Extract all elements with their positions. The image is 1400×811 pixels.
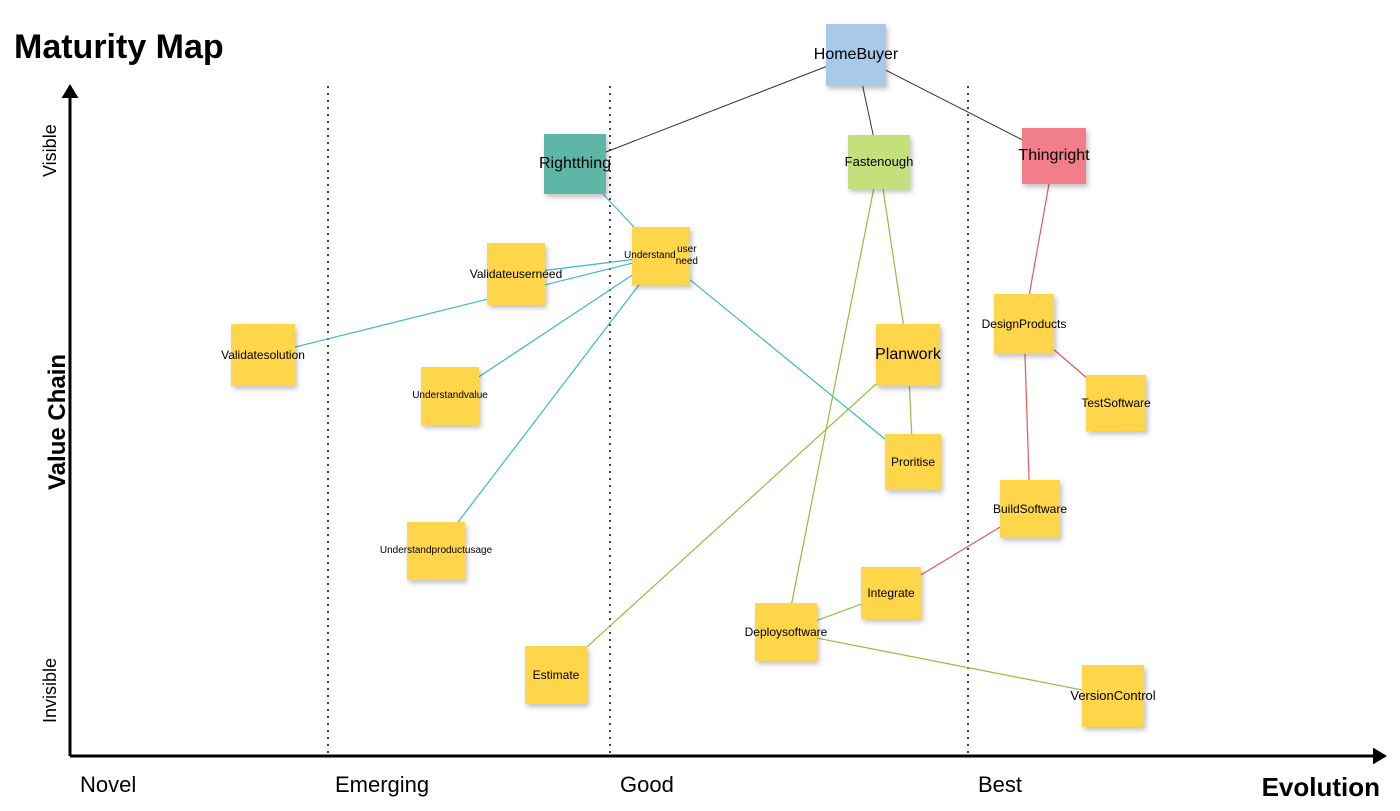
node-home-buyer: HomeBuyer	[826, 24, 886, 86]
node-build-software: BuildSoftware	[1000, 480, 1060, 538]
node-understand-usage: Understandproductusage	[407, 522, 465, 580]
node-validate-solution: Validatesolution	[231, 324, 295, 386]
node-test-software: TestSoftware	[1086, 375, 1146, 431]
diagram-lines	[0, 0, 1400, 811]
node-fast-enough: Fastenough	[848, 135, 910, 189]
node-integrate: Integrate	[861, 567, 921, 619]
node-understand-value: Understandvalue	[421, 367, 479, 425]
y-axis-tick: Invisible	[40, 657, 61, 722]
node-plan-work: Planwork	[876, 324, 940, 386]
node-right-thing: Rightthing	[544, 134, 606, 194]
node-validate-user-need: Validateuserneed	[487, 243, 545, 305]
node-proritise: Proritise	[885, 434, 941, 490]
x-axis-tick: Novel	[80, 772, 136, 798]
node-design-products: DesignProducts	[994, 294, 1054, 354]
x-axis-tick: Best	[978, 772, 1022, 798]
x-axis-tick: Good	[620, 772, 674, 798]
y-axis-title: Value Chain	[44, 354, 72, 490]
node-deploy-software: Deploysoftware	[755, 603, 817, 661]
node-understand-user-need: Understanduser need	[632, 227, 690, 285]
x-axis-tick: Emerging	[335, 772, 429, 798]
page-title: Maturity Map	[14, 28, 224, 67]
y-axis-tick: Visible	[40, 124, 61, 177]
node-estimate: Estimate	[525, 646, 587, 704]
x-axis-title: Evolution	[1262, 772, 1380, 803]
node-thing-right: Thingright	[1022, 128, 1086, 184]
node-version-control: VersionControl	[1082, 665, 1144, 727]
